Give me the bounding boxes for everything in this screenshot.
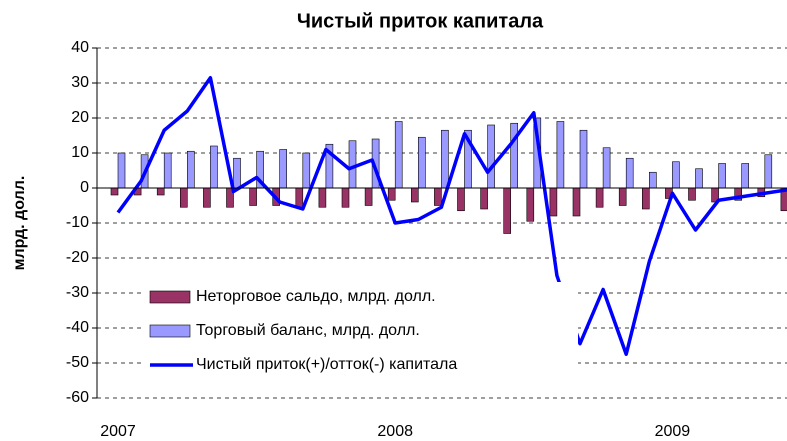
legend-swatch <box>149 324 191 338</box>
x-tick-label: 2008 <box>377 423 413 440</box>
line <box>116 76 787 356</box>
legend-label: Чистый приток(+)/отток(-) капитала <box>196 356 457 373</box>
bar <box>364 187 373 206</box>
bar <box>572 187 581 217</box>
y-axis-label: млрд. долл. <box>11 176 28 271</box>
y-tick-label: -30 <box>66 284 89 301</box>
bar <box>302 152 311 189</box>
bar <box>549 187 558 217</box>
bar <box>764 154 773 189</box>
bar <box>688 187 696 201</box>
y-tick-label: 0 <box>80 179 89 196</box>
y-tick-label: -40 <box>66 319 89 336</box>
y-tick-label: 40 <box>71 39 89 56</box>
bar <box>625 157 634 189</box>
y-tick-label: -10 <box>66 214 89 231</box>
bar <box>203 187 211 208</box>
bar <box>295 187 304 208</box>
bar <box>434 187 442 206</box>
bar <box>410 187 419 203</box>
bar <box>672 161 680 189</box>
legend-label: Неторговое сальдо, млрд. долл. <box>196 288 436 305</box>
bar <box>618 187 627 206</box>
bar <box>641 187 650 210</box>
bar <box>487 124 495 189</box>
bar <box>233 157 241 189</box>
legend: Неторговое сальдо, млрд. долл. Торговый б… <box>143 282 578 386</box>
bar <box>579 129 588 189</box>
x-tick-label: 2007 <box>100 423 136 440</box>
bar <box>117 152 126 189</box>
bar <box>695 168 703 189</box>
bar <box>741 163 750 189</box>
bar <box>110 187 119 196</box>
chart-title: Чистый приток капитала <box>297 10 544 32</box>
bar <box>480 187 488 210</box>
bar <box>457 187 465 212</box>
bar <box>341 187 350 208</box>
bar <box>387 187 396 201</box>
bar <box>318 187 327 208</box>
y-tick-label: -20 <box>66 249 89 266</box>
y-tick-label: -50 <box>66 354 89 371</box>
bar <box>526 187 535 222</box>
bar <box>180 187 188 208</box>
bar <box>348 140 357 189</box>
bar <box>156 187 165 196</box>
bar <box>187 150 195 189</box>
bar <box>510 122 519 189</box>
bar <box>394 121 403 189</box>
bar <box>441 129 449 189</box>
legend-swatch <box>149 290 191 304</box>
y-tick-label: 30 <box>71 74 89 91</box>
bar <box>417 136 426 189</box>
bar <box>556 121 565 189</box>
legend-label: Торговый баланс, млрд. долл. <box>196 322 420 339</box>
y-tick-label: -60 <box>66 389 89 406</box>
bar <box>718 163 726 189</box>
bar <box>602 147 611 189</box>
bar <box>279 149 288 189</box>
legend-box <box>143 282 578 386</box>
bar <box>249 187 257 206</box>
bar <box>210 145 218 189</box>
bar <box>648 171 657 189</box>
y-tick-label: 20 <box>71 109 89 126</box>
y-tick-label: 10 <box>71 144 89 161</box>
bar <box>503 187 512 234</box>
bar <box>163 152 172 189</box>
bar <box>595 187 604 208</box>
x-tick-label: 2009 <box>655 423 691 440</box>
